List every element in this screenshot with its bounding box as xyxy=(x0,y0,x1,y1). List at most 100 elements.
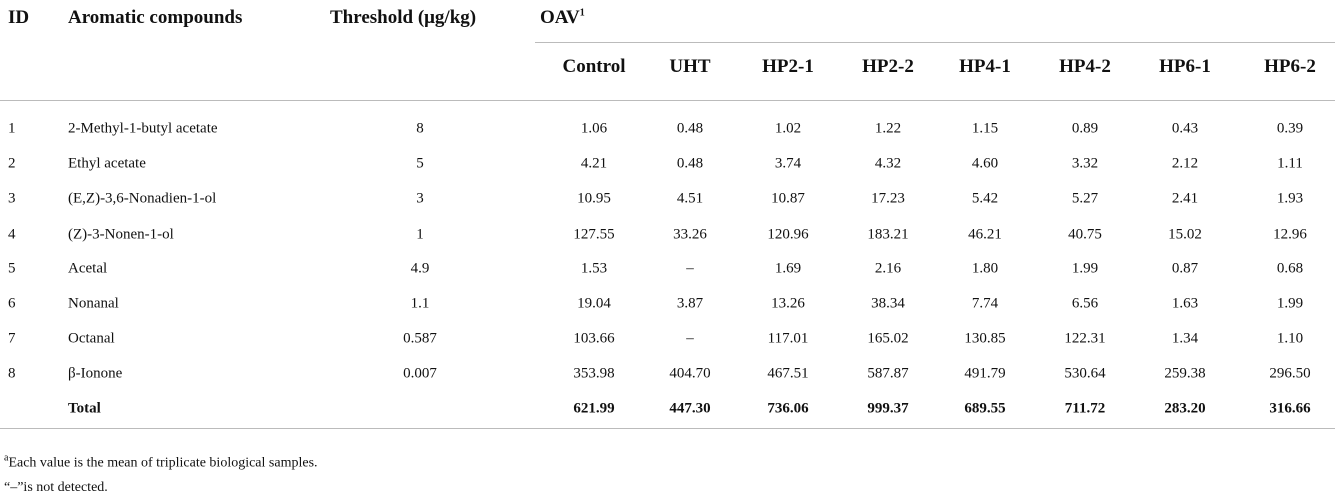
value-cell: 12.96 xyxy=(1273,226,1307,243)
value-cell: – xyxy=(686,260,694,277)
value-cell: 587.87 xyxy=(867,365,909,382)
value-cell: 130.85 xyxy=(964,330,1006,347)
value-cell: 33.26 xyxy=(673,226,707,243)
footnote: aEach value is the mean of triplicate bi… xyxy=(4,453,318,472)
threshold-cell: 0.587 xyxy=(403,330,437,347)
value-cell: 4.51 xyxy=(676,190,704,207)
value-cell: 120.96 xyxy=(767,226,809,243)
id-cell: 7 xyxy=(8,330,16,347)
value-cell: 1.99 xyxy=(1276,295,1304,312)
total-cell: 621.99 xyxy=(573,400,615,417)
threshold-cell: 1.1 xyxy=(410,295,430,312)
value-cell: 353.98 xyxy=(573,365,615,382)
value-cell: 296.50 xyxy=(1269,365,1311,382)
value-cell: 165.02 xyxy=(867,330,909,347)
value-cell: 0.48 xyxy=(676,120,704,137)
rule xyxy=(0,428,1335,429)
header-cell: HP2-1 xyxy=(762,56,814,77)
value-cell: 0.48 xyxy=(676,155,704,172)
compound-cell: Nonanal xyxy=(68,295,119,312)
header-cell: HP4-1 xyxy=(959,56,1011,77)
compound-cell: Ethyl acetate xyxy=(68,155,146,172)
total-cell: 689.55 xyxy=(964,400,1006,417)
value-cell: 13.26 xyxy=(771,295,805,312)
footnote-text: “–”is not detected. xyxy=(4,480,108,495)
total-cell: 999.37 xyxy=(867,400,909,417)
value-cell: 127.55 xyxy=(573,226,615,243)
value-cell: 0.89 xyxy=(1071,120,1099,137)
footnote: “–”is not detected. xyxy=(4,480,108,496)
value-cell: 0.39 xyxy=(1276,120,1304,137)
value-cell: 2.16 xyxy=(874,260,902,277)
id-cell: 1 xyxy=(8,120,16,137)
footnote-text: Each value is the mean of triplicate bio… xyxy=(8,455,318,471)
value-cell: 5.42 xyxy=(971,190,999,207)
total-cell: 447.30 xyxy=(669,400,711,417)
value-cell: 491.79 xyxy=(964,365,1006,382)
value-cell: 1.53 xyxy=(580,260,608,277)
id-cell: 3 xyxy=(8,190,16,207)
value-cell: 1.99 xyxy=(1071,260,1099,277)
value-cell: 117.01 xyxy=(767,330,809,347)
threshold-cell: 8 xyxy=(416,120,424,137)
id-cell: 2 xyxy=(8,155,16,172)
value-cell: 1.34 xyxy=(1171,330,1199,347)
value-cell: 3.32 xyxy=(1071,155,1099,172)
total-label: Total xyxy=(68,400,101,417)
value-cell: 530.64 xyxy=(1064,365,1106,382)
value-cell: 7.74 xyxy=(971,295,999,312)
value-cell: 38.34 xyxy=(871,295,905,312)
compound-cell: Octanal xyxy=(68,330,115,347)
superscript: 1 xyxy=(579,7,585,19)
header-cell: Threshold (μg/kg) xyxy=(330,7,477,28)
total-cell: 283.20 xyxy=(1164,400,1206,417)
value-cell: 1.63 xyxy=(1171,295,1199,312)
value-cell: 4.32 xyxy=(874,155,902,172)
id-cell: 4 xyxy=(8,226,16,243)
value-cell: 1.93 xyxy=(1276,190,1304,207)
compound-cell: (Z)-3-Nonen-1-ol xyxy=(68,226,174,243)
value-cell: 10.87 xyxy=(771,190,805,207)
value-cell: 4.21 xyxy=(580,155,608,172)
value-cell: 1.11 xyxy=(1277,155,1303,172)
value-cell: 4.60 xyxy=(971,155,999,172)
value-cell: 17.23 xyxy=(871,190,905,207)
value-cell: 3.74 xyxy=(774,155,802,172)
value-cell: 2.12 xyxy=(1171,155,1199,172)
value-cell: 103.66 xyxy=(573,330,615,347)
total-cell: 316.66 xyxy=(1269,400,1311,417)
value-cell: 19.04 xyxy=(577,295,611,312)
compound-cell: 2-Methyl-1-butyl acetate xyxy=(68,120,218,137)
header-cell: Control xyxy=(562,56,626,77)
value-cell: 1.80 xyxy=(971,260,999,277)
header-text: OAV xyxy=(540,7,580,28)
value-cell: 122.31 xyxy=(1064,330,1106,347)
header-cell: HP6-1 xyxy=(1159,56,1211,77)
value-cell: 15.02 xyxy=(1168,226,1202,243)
value-cell: 404.70 xyxy=(669,365,711,382)
compound-cell: β-Ionone xyxy=(68,365,123,382)
value-cell: 1.06 xyxy=(580,120,608,137)
value-cell: 40.75 xyxy=(1068,226,1102,243)
header-cell: Aromatic compounds xyxy=(68,7,243,28)
value-cell: 467.51 xyxy=(767,365,809,382)
value-cell: 183.21 xyxy=(867,226,909,243)
header-cell: OAV1 xyxy=(540,7,585,29)
header-cell: HP4-2 xyxy=(1059,56,1111,77)
id-cell: 8 xyxy=(8,365,16,382)
value-cell: 1.02 xyxy=(774,120,802,137)
threshold-cell: 4.9 xyxy=(410,260,430,277)
header-cell: HP6-2 xyxy=(1264,56,1316,77)
value-cell: 1.10 xyxy=(1276,330,1304,347)
superscript: a xyxy=(4,452,9,464)
value-cell: 6.56 xyxy=(1071,295,1099,312)
value-cell: 0.87 xyxy=(1171,260,1199,277)
id-cell: 5 xyxy=(8,260,16,277)
compound-cell: (E,Z)-3,6-Nonadien-1-ol xyxy=(68,190,217,207)
value-cell: 1.22 xyxy=(874,120,902,137)
value-cell: 3.87 xyxy=(676,295,704,312)
rule xyxy=(535,42,1335,43)
compound-cell: Acetal xyxy=(68,260,108,277)
threshold-cell: 5 xyxy=(416,155,424,172)
header-cell: UHT xyxy=(669,56,711,77)
